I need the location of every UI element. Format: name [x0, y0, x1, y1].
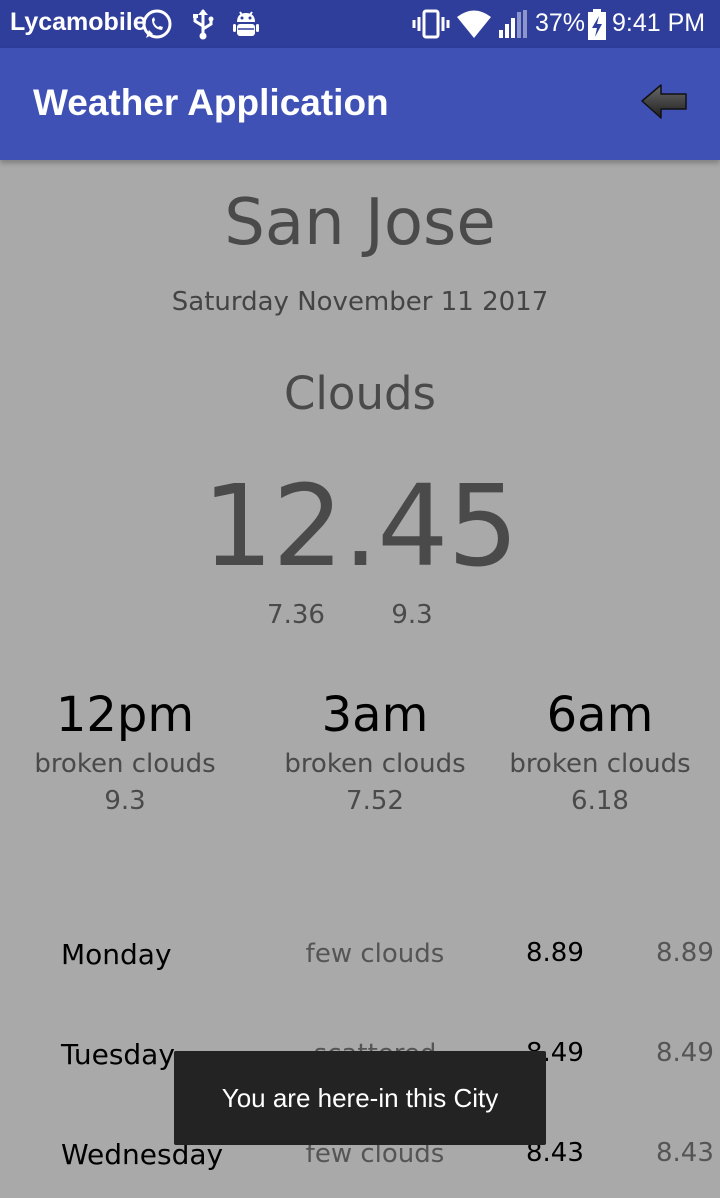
day-description: few clouds	[305, 939, 445, 969]
hour-time: 12pm	[55, 687, 195, 743]
hour-temperature: 7.52	[346, 786, 404, 816]
signal-icon	[497, 8, 529, 45]
hourly-forecast-item: 6am broken clouds 6.18	[480, 684, 720, 820]
hourly-forecast-item: 3am broken clouds 7.52	[255, 684, 495, 820]
android-debug-icon	[230, 8, 262, 45]
daily-forecast-row: Wednesday few clouds 8.43 8.43	[0, 1138, 720, 1198]
hour-temperature: 6.18	[571, 786, 629, 816]
usb-icon	[190, 8, 216, 45]
vibrate-icon	[412, 8, 450, 45]
wifi-icon	[456, 8, 492, 45]
clock-time: 9:41 PM	[612, 9, 706, 37]
day-name: Monday	[61, 938, 172, 971]
status-bar: Lycamobile	[0, 0, 720, 48]
day-max-temperature: 8.89	[526, 938, 584, 968]
hour-time: 3am	[321, 687, 429, 743]
hour-description: broken clouds	[34, 749, 216, 779]
day-name: Tuesday	[61, 1038, 175, 1071]
daily-forecast-row: Monday few clouds 8.89 8.89	[0, 938, 720, 998]
day-min-temperature: 8.43	[656, 1138, 714, 1168]
hour-description: broken clouds	[284, 749, 466, 779]
min-temperature: 7.36	[267, 600, 325, 630]
toast-message: You are here-in this City	[174, 1051, 546, 1145]
current-date: Saturday November 11 2017	[171, 287, 549, 317]
max-temperature: 9.3	[391, 600, 433, 630]
back-button[interactable]	[640, 82, 688, 124]
city-name: San Jose	[224, 186, 496, 260]
current-temperature: 12.45	[202, 462, 519, 592]
day-min-temperature: 8.49	[656, 1038, 714, 1068]
weather-condition: Clouds	[284, 367, 436, 420]
hour-time: 6am	[546, 687, 654, 743]
carrier-name: Lycamobile	[10, 8, 147, 36]
hourly-forecast-item: 12pm broken clouds 9.3	[5, 684, 245, 820]
app-bar: Weather Application	[0, 48, 720, 160]
app-title: Weather Application	[33, 82, 389, 123]
battery-percent: 37%	[535, 9, 586, 37]
battery-charging-icon	[587, 9, 607, 46]
hour-temperature: 9.3	[104, 786, 146, 816]
day-min-temperature: 8.89	[656, 938, 714, 968]
whatsapp-icon	[140, 8, 174, 47]
hour-description: broken clouds	[509, 749, 691, 779]
back-arrow-icon	[640, 84, 688, 128]
